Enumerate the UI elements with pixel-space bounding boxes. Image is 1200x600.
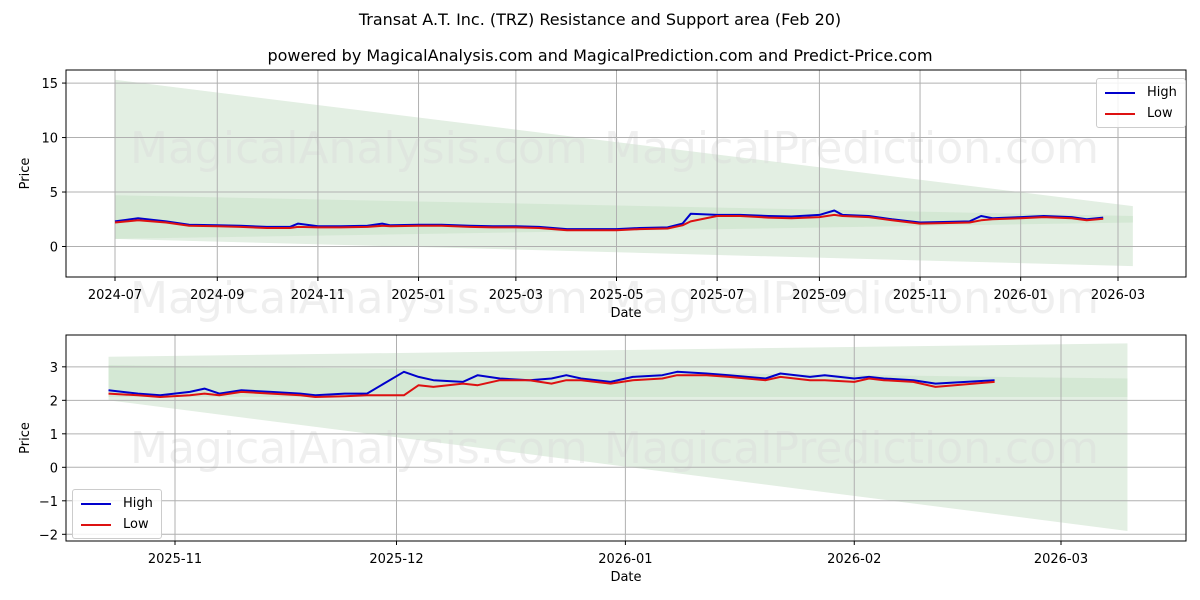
high-line xyxy=(114,209,1104,231)
x-tick-label: 2026-01 xyxy=(598,552,652,567)
x-tick-label: 2025-01 xyxy=(391,288,445,303)
x-tick-label: 2025-11 xyxy=(148,552,202,567)
low-line xyxy=(114,213,1104,232)
chart-panel-1: MagicalAnalysis.com MagicalPrediction.com… xyxy=(18,69,1187,324)
chart-subtitle: powered by MagicalAnalysis.com and Magic… xyxy=(267,46,933,65)
x-tick-label: 2025-05 xyxy=(589,288,643,303)
x-tick-label: 2025-03 xyxy=(489,288,543,303)
legend-bottom: High Low xyxy=(72,489,162,539)
watermark: MagicalPrediction.com xyxy=(604,273,1099,324)
axes-frame xyxy=(65,334,1187,542)
x-tick-label: 2025-09 xyxy=(792,288,846,303)
watermark: MagicalAnalysis.com xyxy=(130,273,588,324)
watermark: MagicalAnalysis.com xyxy=(130,423,588,474)
legend-swatch-low xyxy=(1105,112,1135,115)
legend-label-high: High xyxy=(1147,85,1177,100)
x-tick-label: 2026-01 xyxy=(994,288,1048,303)
watermark: MagicalPrediction.com xyxy=(604,123,1099,174)
legend-label-high: High xyxy=(123,496,153,511)
x-tick-label: 2024-09 xyxy=(190,288,244,303)
legend-swatch-high xyxy=(1105,91,1135,94)
legend-label-low: Low xyxy=(123,517,149,532)
y-tick-label: 10 xyxy=(41,132,58,147)
axes-frame xyxy=(65,69,1187,278)
x-tick-label: 2025-07 xyxy=(690,288,744,303)
legend-label-low: Low xyxy=(1147,106,1173,121)
legend-item-high: High xyxy=(1105,82,1177,103)
chart-panel-2: MagicalAnalysis.com MagicalPrediction.com… xyxy=(18,334,1187,585)
legend-item-low: Low xyxy=(81,514,153,535)
x-axis-label: Date xyxy=(610,306,641,321)
x-axis-label: Date xyxy=(610,570,641,585)
chart-title: Transat A.T. Inc. (TRZ) Resistance and S… xyxy=(358,10,842,29)
low-line xyxy=(108,374,995,398)
legend-item-high: High xyxy=(81,493,153,514)
x-tick-label: 2025-11 xyxy=(893,288,947,303)
x-tick-label: 2026-03 xyxy=(1091,288,1145,303)
y-tick-label: −2 xyxy=(39,528,58,543)
x-tick-label: 2026-03 xyxy=(1034,552,1088,567)
y-axis-label: Price xyxy=(18,158,33,190)
legend-swatch-high xyxy=(81,502,111,505)
legend-swatch-low xyxy=(81,523,111,526)
y-tick-label: −1 xyxy=(39,495,58,510)
x-tick-label: 2026-02 xyxy=(827,552,881,567)
y-tick-label: 0 xyxy=(50,461,58,476)
y-axis-label: Price xyxy=(18,422,33,454)
legend-top: High Low xyxy=(1096,78,1186,128)
y-tick-label: 15 xyxy=(41,77,58,92)
y-tick-label: 1 xyxy=(50,428,58,443)
inner-band xyxy=(115,195,1133,239)
high-line xyxy=(108,370,995,397)
x-tick-label: 2025-12 xyxy=(369,552,423,567)
x-tick-label: 2024-07 xyxy=(88,288,142,303)
legend-item-low: Low xyxy=(1105,103,1177,124)
watermark: MagicalPrediction.com xyxy=(604,423,1099,474)
y-tick-label: 0 xyxy=(50,240,58,255)
y-tick-label: 3 xyxy=(50,361,58,376)
y-tick-label: 5 xyxy=(50,186,58,201)
y-tick-label: 2 xyxy=(50,394,58,409)
watermark: MagicalAnalysis.com xyxy=(130,123,588,174)
x-tick-label: 2024-11 xyxy=(291,288,345,303)
